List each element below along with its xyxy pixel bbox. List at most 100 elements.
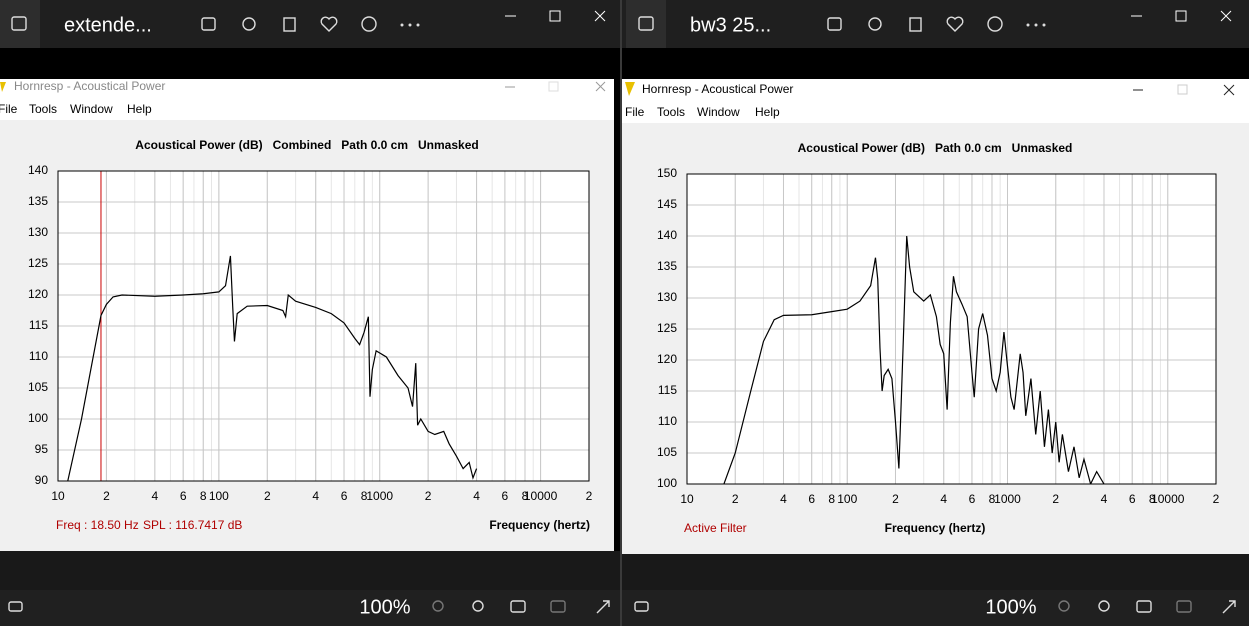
x-tick-label: 8 xyxy=(1149,492,1156,506)
x-tick-label: 4 xyxy=(780,492,787,506)
favorite-icon[interactable] xyxy=(946,16,964,32)
y-tick-label: 115 xyxy=(658,383,677,397)
hornresp-icon xyxy=(0,82,6,92)
x-tick-label: 4 xyxy=(152,489,159,503)
more-icon[interactable] xyxy=(400,23,420,27)
app-icon xyxy=(11,16,27,31)
plot-frame xyxy=(57,170,590,482)
hornresp-controls[interactable] xyxy=(1133,84,1235,96)
app-icon-box xyxy=(0,0,40,48)
filmstrip-icon[interactable] xyxy=(634,601,649,612)
x-tick-label: 6 xyxy=(502,489,509,503)
info-icon[interactable] xyxy=(361,16,377,32)
chart-title: Acoustical Power (dB) Path 0.0 cm Unmask… xyxy=(798,141,1073,155)
menu-item[interactable]: Tools xyxy=(657,105,685,119)
more-icon[interactable] xyxy=(1026,23,1046,27)
app-icon xyxy=(638,16,654,31)
file-title: extende... xyxy=(64,14,152,36)
edit-icon[interactable] xyxy=(201,17,216,31)
x-tick-label: 4 xyxy=(940,492,947,506)
maximize[interactable] xyxy=(1175,10,1187,22)
y-tick-label: 120 xyxy=(28,287,48,301)
x-tick-label: 8 xyxy=(361,489,368,503)
menu-item[interactable]: Window xyxy=(70,102,113,116)
x-tick-label: 8 xyxy=(200,489,207,503)
x-tick-label: 6 xyxy=(1129,492,1136,506)
app-icon-box xyxy=(626,0,666,48)
edit-icon[interactable] xyxy=(827,17,842,31)
favorite-icon[interactable] xyxy=(320,16,338,32)
y-tick-label: 90 xyxy=(35,473,49,487)
menu-item[interactable]: File xyxy=(625,105,645,119)
y-tick-label: 125 xyxy=(657,321,677,335)
y-tick-label: 130 xyxy=(28,225,48,239)
x-tick-label: 100 xyxy=(837,492,857,506)
cursor-freq: Freq : 18.50 Hz xyxy=(56,518,139,532)
y-tick-label: 105 xyxy=(657,445,677,459)
y-tick-label: 100 xyxy=(28,411,48,425)
chart-title: Acoustical Power (dB) Combined Path 0.0 … xyxy=(135,138,478,152)
x-tick-label: 6 xyxy=(180,489,187,503)
y-tick-label: 110 xyxy=(658,414,677,428)
filmstrip-icon[interactable] xyxy=(8,601,23,612)
x-tick-label: 10 xyxy=(680,492,694,506)
zoom-tools[interactable] xyxy=(1058,600,1236,614)
status-bar xyxy=(622,590,1249,626)
window-controls[interactable] xyxy=(1131,10,1232,22)
x-tick-label: 10000 xyxy=(524,489,558,503)
x-tick-label: 4 xyxy=(1101,492,1108,506)
y-tick-label: 120 xyxy=(657,352,677,366)
x-tick-label: 2 xyxy=(1213,492,1220,506)
x-axis-label: Frequency (hertz) xyxy=(489,518,590,532)
close[interactable] xyxy=(1220,10,1232,22)
hornresp-title: Hornresp - Acoustical Power xyxy=(14,79,165,93)
hornresp-controls[interactable] xyxy=(505,81,606,92)
hornresp-title-bar xyxy=(622,79,1249,100)
x-tick-label: 10000 xyxy=(1151,492,1185,506)
menu-bar xyxy=(0,97,614,120)
viewer-canvas xyxy=(622,554,1249,590)
title-bar xyxy=(0,0,620,48)
toolbar[interactable] xyxy=(201,16,377,32)
y-tick-label: 140 xyxy=(28,163,48,177)
delete-icon[interactable] xyxy=(909,17,922,32)
hornresp-icon xyxy=(625,82,635,96)
menu-item[interactable]: Help xyxy=(755,105,780,119)
zoom-tools[interactable] xyxy=(432,600,610,614)
menu-item[interactable]: Tools xyxy=(29,102,57,116)
x-tick-label: 4 xyxy=(473,489,480,503)
y-tick-label: 135 xyxy=(28,194,48,208)
divider xyxy=(620,0,622,626)
cursor-spl: SPL : 116.7417 dB xyxy=(143,518,242,532)
y-tick-label: 150 xyxy=(657,166,677,180)
delete-icon[interactable] xyxy=(283,17,296,32)
y-tick-label: 115 xyxy=(29,318,48,332)
x-tick-label: 6 xyxy=(808,492,815,506)
zoom-level: 100% xyxy=(985,596,1036,618)
toolbar[interactable] xyxy=(827,16,1003,32)
menu-item[interactable]: Window xyxy=(697,105,740,119)
y-tick-label: 145 xyxy=(657,197,677,211)
menu-item[interactable]: File xyxy=(0,102,18,116)
menu-item[interactable]: Help xyxy=(127,102,152,116)
x-tick-label: 1000 xyxy=(366,489,393,503)
rotate-icon[interactable] xyxy=(242,17,256,31)
x-tick-label: 8 xyxy=(989,492,996,506)
y-tick-label: 140 xyxy=(657,228,677,242)
hornresp-title: Hornresp - Acoustical Power xyxy=(642,82,793,96)
y-tick-label: 130 xyxy=(657,290,677,304)
rotate-icon[interactable] xyxy=(868,17,882,31)
info-icon[interactable] xyxy=(987,16,1003,32)
x-tick-label: 6 xyxy=(969,492,976,506)
hornresp-title-bar xyxy=(0,79,614,97)
x-tick-label: 2 xyxy=(1052,492,1059,506)
x-tick-label: 2 xyxy=(586,489,593,503)
maximize[interactable] xyxy=(549,10,561,22)
window-controls[interactable] xyxy=(505,10,606,22)
x-tick-label: 8 xyxy=(828,492,835,506)
x-tick-label: 1000 xyxy=(994,492,1021,506)
close[interactable] xyxy=(594,10,606,22)
x-tick-label: 2 xyxy=(892,492,899,506)
